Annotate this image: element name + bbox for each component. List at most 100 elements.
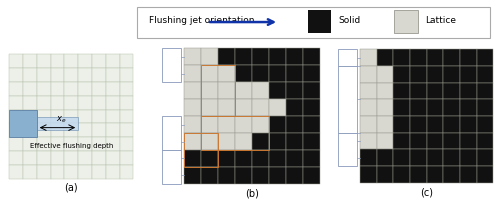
Bar	[376, 100, 394, 116]
Bar	[92, 54, 106, 68]
Bar	[302, 150, 320, 167]
Bar	[360, 166, 376, 183]
Bar	[302, 65, 320, 82]
Bar	[360, 116, 376, 133]
Text: (a): (a)	[64, 183, 78, 193]
Bar	[235, 167, 252, 184]
Bar	[426, 150, 444, 166]
Bar	[36, 68, 51, 82]
Bar	[9, 110, 36, 137]
Bar	[394, 150, 410, 166]
Bar	[50, 151, 64, 165]
Bar	[92, 123, 106, 137]
Bar	[235, 99, 252, 116]
Bar	[218, 82, 235, 99]
Bar	[92, 82, 106, 96]
Bar	[106, 151, 120, 165]
Bar	[286, 150, 302, 167]
Bar	[252, 150, 269, 167]
Bar	[64, 165, 78, 179]
Bar	[64, 68, 78, 82]
Bar	[184, 133, 218, 167]
Bar	[444, 166, 460, 183]
FancyBboxPatch shape	[137, 7, 490, 38]
Bar	[201, 116, 269, 150]
Bar	[9, 117, 78, 130]
Bar	[460, 150, 476, 166]
Bar	[78, 165, 92, 179]
Bar	[426, 100, 444, 116]
Bar	[410, 133, 426, 150]
Bar	[78, 110, 92, 123]
Bar	[106, 110, 120, 123]
Bar	[9, 137, 23, 151]
Text: Solid: Solid	[338, 16, 360, 25]
Bar	[269, 116, 285, 133]
Bar	[394, 166, 410, 183]
Bar	[106, 137, 120, 151]
Text: Effective flushing depth: Effective flushing depth	[30, 143, 113, 149]
Bar	[460, 100, 476, 116]
Bar	[9, 123, 23, 137]
Bar	[269, 65, 285, 82]
Bar	[64, 137, 78, 151]
Bar	[444, 50, 460, 66]
Bar	[184, 116, 201, 133]
Bar	[476, 116, 494, 133]
Bar	[184, 133, 201, 150]
Bar	[376, 116, 394, 133]
Bar	[9, 82, 23, 96]
Bar	[50, 82, 64, 96]
Bar	[23, 96, 36, 110]
Bar	[269, 167, 285, 184]
Bar	[218, 133, 235, 150]
Bar	[23, 123, 36, 137]
Bar	[235, 48, 252, 65]
Bar	[302, 133, 320, 150]
Bar	[9, 68, 23, 82]
Bar	[36, 96, 51, 110]
Bar	[184, 65, 201, 82]
Bar	[426, 116, 444, 133]
Text: $x_e$: $x_e$	[56, 114, 67, 125]
Bar	[286, 48, 302, 65]
Bar	[252, 48, 269, 65]
Bar	[201, 150, 218, 167]
Bar	[64, 123, 78, 137]
Bar	[252, 99, 269, 116]
Bar	[64, 82, 78, 96]
Bar	[338, 66, 356, 133]
Bar	[120, 54, 134, 68]
Bar	[218, 167, 235, 184]
Bar	[252, 116, 269, 133]
Bar	[286, 167, 302, 184]
Bar	[162, 116, 180, 150]
Bar	[376, 166, 394, 183]
Bar	[78, 151, 92, 165]
Bar	[269, 82, 285, 99]
Bar	[360, 66, 376, 83]
Bar	[460, 50, 476, 66]
Bar	[376, 150, 394, 166]
Bar	[218, 99, 235, 116]
Bar	[64, 96, 78, 110]
Bar	[410, 150, 426, 166]
Bar	[444, 83, 460, 100]
Bar	[36, 54, 51, 68]
Bar	[162, 150, 180, 184]
Bar	[410, 83, 426, 100]
Bar	[444, 66, 460, 83]
Bar	[410, 66, 426, 83]
Bar	[286, 99, 302, 116]
Bar	[92, 68, 106, 82]
Bar	[476, 50, 494, 66]
Bar	[106, 123, 120, 137]
Bar	[376, 83, 394, 100]
Bar	[50, 54, 64, 68]
Bar	[50, 68, 64, 82]
Bar	[9, 54, 23, 68]
Bar	[460, 66, 476, 83]
Bar	[376, 66, 394, 83]
Bar	[120, 68, 134, 82]
Bar	[235, 116, 252, 133]
